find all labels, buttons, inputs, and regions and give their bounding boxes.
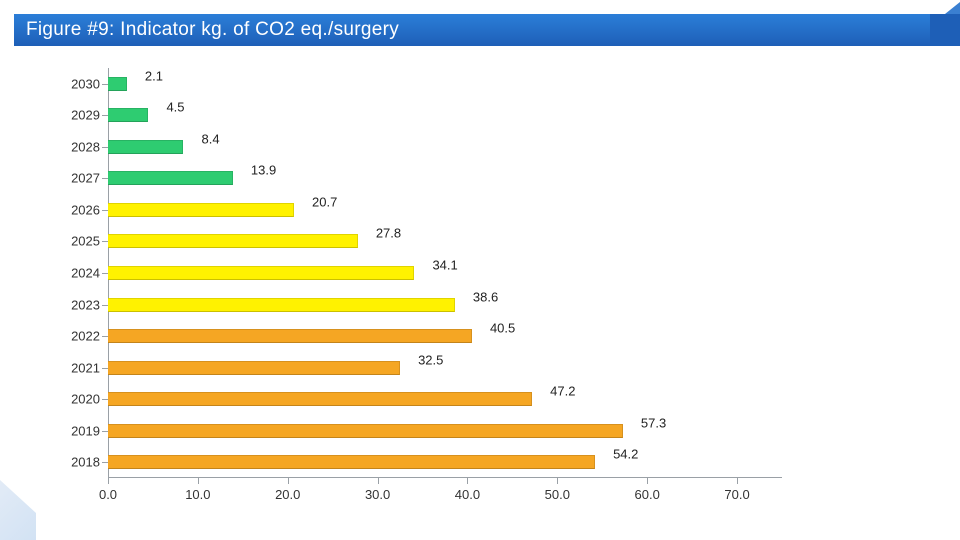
bar-value-label: 2.1 [145, 68, 163, 83]
bar-value-label: 32.5 [418, 352, 443, 367]
x-tick-label: 20.0 [275, 487, 300, 502]
bar-value-label: 8.4 [201, 131, 219, 146]
title-notch-decoration [930, 14, 960, 46]
corner-accent-decoration [0, 480, 36, 540]
bar-value-label: 57.3 [641, 415, 666, 430]
x-tick-label: 10.0 [185, 487, 210, 502]
x-tick [647, 478, 648, 484]
bar [108, 329, 472, 343]
bar [108, 361, 400, 375]
x-tick-label: 60.0 [635, 487, 660, 502]
y-category-label: 2027 [60, 171, 100, 186]
x-axis [108, 477, 782, 478]
x-tick [108, 478, 109, 484]
y-category-label: 2024 [60, 266, 100, 281]
x-tick-label: 70.0 [724, 487, 749, 502]
x-tick-label: 30.0 [365, 487, 390, 502]
y-category-label: 2029 [60, 108, 100, 123]
x-tick [557, 478, 558, 484]
co2-chart: 0.0 10.0 20.0 30.0 40.0 50.0 60.0 70.0 2030 2.1 20… [60, 60, 800, 522]
bar-value-label: 13.9 [251, 163, 276, 178]
y-category-label: 2028 [60, 139, 100, 154]
bar [108, 424, 623, 438]
bar [108, 140, 183, 154]
bar-value-label: 38.6 [473, 289, 498, 304]
bar [108, 77, 127, 91]
x-tick [467, 478, 468, 484]
y-category-label: 2026 [60, 202, 100, 217]
x-tick [378, 478, 379, 484]
y-category-label: 2023 [60, 297, 100, 312]
bar [108, 203, 294, 217]
y-category-label: 2022 [60, 329, 100, 344]
x-tick [198, 478, 199, 484]
x-tick-label: 50.0 [545, 487, 570, 502]
bar-value-label: 27.8 [376, 226, 401, 241]
bar [108, 171, 233, 185]
title-bar: Figure #9: Indicator kg. of CO2 eq./surg… [14, 14, 944, 46]
bar-value-label: 20.7 [312, 194, 337, 209]
slide: Figure #9: Indicator kg. of CO2 eq./surg… [0, 0, 960, 540]
y-category-label: 2025 [60, 234, 100, 249]
x-tick [737, 478, 738, 484]
y-category-label: 2020 [60, 392, 100, 407]
bar [108, 234, 358, 248]
bar-value-label: 47.2 [550, 384, 575, 399]
bar-value-label: 40.5 [490, 321, 515, 336]
bar-value-label: 34.1 [432, 258, 457, 273]
bar-value-label: 54.2 [613, 447, 638, 462]
figure-title: Figure #9: Indicator kg. of CO2 eq./surg… [26, 19, 399, 41]
y-category-label: 2019 [60, 423, 100, 438]
bar [108, 108, 148, 122]
bar [108, 298, 455, 312]
x-tick [288, 478, 289, 484]
y-category-label: 2021 [60, 360, 100, 375]
bar [108, 455, 595, 469]
y-category-label: 2030 [60, 76, 100, 91]
bar-value-label: 4.5 [166, 100, 184, 115]
chart-plot-area: 0.010.020.030.040.050.060.070.020302.120… [108, 68, 782, 498]
y-category-label: 2018 [60, 455, 100, 470]
bar [108, 266, 414, 280]
x-tick-label: 40.0 [455, 487, 480, 502]
x-tick-label: 0.0 [99, 487, 117, 502]
bar [108, 392, 532, 406]
